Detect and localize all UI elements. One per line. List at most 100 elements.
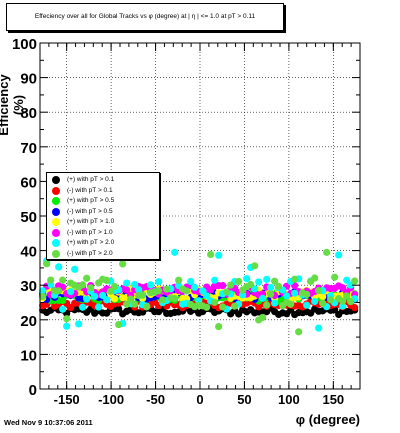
data-point	[143, 303, 151, 311]
data-point	[131, 300, 139, 308]
data-point	[327, 296, 335, 304]
legend-label: (-) with pT > 2.0	[67, 249, 113, 257]
legend-label: (+) with pT > 2.0	[67, 239, 115, 246]
data-point	[267, 290, 275, 298]
data-point	[63, 322, 71, 330]
legend-label: (+) with pT > 0.1	[67, 176, 115, 183]
y-tick-label: 60	[20, 174, 37, 191]
data-point	[43, 260, 51, 268]
legend-marker	[52, 239, 60, 247]
data-point	[343, 292, 351, 300]
data-point	[255, 278, 263, 286]
data-point	[207, 250, 215, 259]
data-point	[123, 286, 131, 294]
legend-entry: (+) with pT > 1.0	[47, 217, 159, 227]
x-axis-label: φ (degree)	[295, 412, 360, 427]
datestamp: Wed Nov 9 10:37:06 2011	[4, 418, 93, 427]
y-tick-label: 20	[20, 313, 37, 330]
data-point	[155, 287, 163, 295]
data-point	[291, 289, 299, 297]
legend-label: (+) with pT > 1.0	[67, 218, 115, 225]
data-point	[123, 279, 131, 287]
x-tick-label: -150	[54, 392, 80, 407]
data-point	[103, 296, 111, 304]
y-tick-label: 0	[29, 382, 37, 399]
legend-marker	[52, 176, 60, 184]
data-point	[247, 280, 255, 289]
data-point	[311, 274, 319, 282]
data-point	[187, 277, 195, 286]
data-point	[147, 281, 155, 289]
data-point	[71, 265, 79, 273]
data-point	[275, 282, 283, 291]
x-tick-label: 50	[237, 392, 251, 407]
data-point	[39, 292, 47, 301]
data-point	[127, 295, 135, 303]
data-point	[191, 283, 199, 291]
legend-entry: (+) with pT > 0.5	[47, 196, 159, 206]
y-tick-label: 40	[20, 244, 37, 261]
data-point	[319, 293, 327, 301]
x-tick-label: 100	[278, 392, 300, 407]
y-tick-label: 100	[12, 36, 37, 53]
data-point	[103, 276, 111, 284]
data-point	[351, 304, 359, 312]
legend-marker	[52, 186, 60, 195]
data-point	[347, 298, 355, 306]
chart-title: Effeciency over all for Global Tracks vs…	[34, 13, 256, 20]
legend-entry: (+) with pT > 0.1	[47, 175, 159, 185]
data-point	[315, 287, 323, 295]
data-point	[215, 251, 223, 259]
data-point	[175, 276, 183, 284]
data-point	[339, 297, 347, 305]
data-point	[291, 275, 299, 283]
data-point	[231, 302, 239, 310]
data-point	[123, 300, 131, 308]
data-point	[335, 251, 343, 259]
data-point	[199, 287, 207, 295]
data-point	[55, 263, 63, 271]
data-point	[139, 291, 147, 299]
data-point	[159, 296, 167, 304]
data-point	[39, 287, 47, 295]
data-point	[183, 287, 191, 295]
legend-entry: (+) with pT > 2.0	[47, 238, 159, 248]
data-point	[211, 276, 219, 284]
data-point	[331, 273, 339, 281]
legend-label: (-) with pT > 1.0	[67, 228, 113, 236]
data-point	[55, 287, 63, 295]
x-tick-label: -50	[146, 392, 165, 407]
legend-marker	[52, 228, 60, 237]
data-point	[259, 294, 267, 302]
legend-label: (-) with pT > 0.1	[67, 186, 113, 194]
data-point	[311, 297, 319, 306]
data-point	[227, 281, 235, 289]
data-point	[75, 320, 83, 328]
y-tick-label: 80	[20, 105, 37, 122]
data-point	[219, 303, 227, 311]
data-point	[131, 280, 139, 289]
data-point	[59, 276, 67, 284]
data-point	[47, 276, 55, 284]
data-point	[259, 313, 267, 322]
data-point	[267, 283, 275, 292]
data-point	[351, 277, 359, 285]
legend-marker	[52, 218, 60, 226]
data-point	[323, 248, 331, 256]
data-point	[235, 277, 243, 286]
y-axis-label: Efficiency (%)	[0, 74, 26, 136]
chart-legend: (+) with pT > 0.1 (-) with pT > 0.1 (+) wi…	[46, 172, 160, 260]
data-point	[83, 274, 91, 282]
data-point	[263, 275, 271, 283]
chart-points	[39, 248, 359, 336]
data-point	[219, 281, 227, 290]
data-point	[203, 303, 211, 311]
y-tick-label: 90	[20, 71, 37, 88]
data-point	[343, 276, 351, 284]
y-tick-label: 10	[20, 347, 37, 364]
data-point	[59, 296, 67, 305]
data-point	[251, 262, 259, 270]
chart-grid	[40, 43, 360, 389]
legend-entry: (-) with pT > 2.0	[47, 249, 159, 259]
